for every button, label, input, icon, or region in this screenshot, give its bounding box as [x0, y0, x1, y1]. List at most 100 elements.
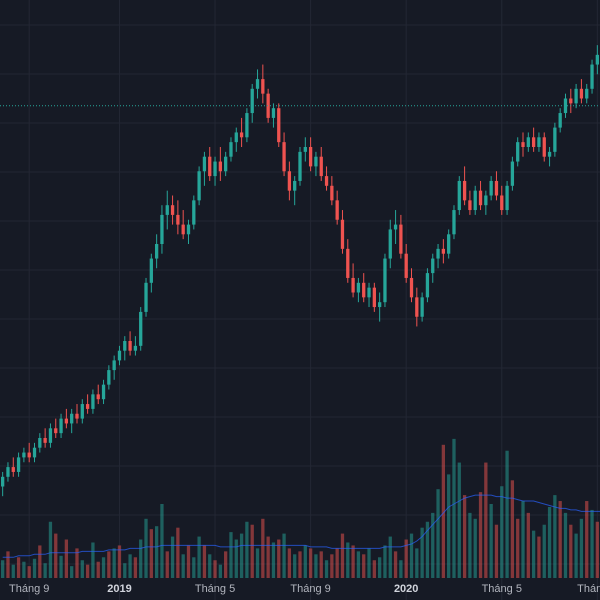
volume-bar: [457, 462, 461, 578]
candle-body: [117, 350, 122, 361]
volume-bar: [181, 554, 185, 578]
volume-bar: [351, 545, 355, 578]
candle-body: [436, 248, 440, 259]
volume-bar: [436, 489, 440, 578]
candle-body: [547, 151, 552, 157]
candle-body: [531, 137, 536, 147]
candle-body: [500, 195, 504, 211]
candle-body: [48, 428, 53, 443]
candle-body: [229, 142, 233, 157]
volume-bar: [186, 545, 191, 578]
candle-body: [558, 113, 562, 128]
candle-body: [101, 384, 106, 400]
volume-bar: [590, 509, 594, 578]
volume-bar: [441, 444, 446, 578]
candle-body: [378, 302, 382, 308]
candle-body: [16, 457, 21, 472]
candle-body: [319, 156, 323, 177]
candle-body: [202, 156, 207, 172]
volume-bar: [1, 560, 5, 578]
volume-bar: [574, 533, 578, 578]
x-tick-label: 2019: [107, 583, 131, 595]
x-axis: Tháng 9 2019 Tháng 5 Tháng 9 2020 Tháng 5 Thán…: [9, 583, 600, 595]
volume-bar: [245, 521, 249, 578]
candle-body: [165, 205, 169, 215]
candle-body: [139, 311, 143, 346]
volume-bar: [229, 532, 233, 578]
candle-body: [308, 147, 313, 167]
candle-body: [239, 132, 244, 138]
candle-body: [324, 176, 329, 186]
candle-body: [208, 156, 212, 177]
candle-body: [91, 394, 95, 409]
volume-bar: [537, 536, 541, 578]
x-tick-label: Tháng 9: [290, 583, 330, 595]
volume-bar: [208, 554, 212, 578]
volume-bar: [213, 560, 217, 578]
volume-bar: [266, 536, 270, 578]
candle-body: [393, 224, 398, 230]
volume-bar: [473, 518, 477, 578]
volume-bar: [308, 548, 313, 578]
candle-body: [590, 64, 594, 89]
x-tick-label: Tháng 5: [482, 583, 522, 595]
volume-bar: [372, 560, 376, 578]
volume-bar: [96, 561, 100, 578]
candle-body: [255, 79, 260, 89]
volume-bar: [75, 548, 79, 578]
volume-bar: [314, 554, 318, 578]
volume-bar: [542, 524, 546, 578]
candle-body: [75, 413, 79, 419]
volume-bar: [112, 548, 116, 578]
volume-bar: [362, 554, 366, 578]
candle-body: [425, 273, 430, 298]
volume-bar: [250, 524, 254, 578]
candle-body: [32, 447, 37, 458]
candle-body: [553, 127, 557, 152]
candle-body: [144, 282, 148, 312]
volume-bar: [579, 518, 584, 578]
candle-body: [399, 224, 403, 254]
volume-bar: [91, 542, 95, 578]
volume-bar: [303, 545, 307, 578]
volume-bar: [32, 558, 37, 578]
volume-bar: [192, 557, 196, 578]
volume-bar: [271, 542, 276, 578]
candle-body: [271, 108, 276, 118]
candle-body: [224, 156, 228, 172]
candle-body: [388, 229, 392, 259]
candle-body: [409, 277, 414, 298]
candle-body: [133, 345, 138, 351]
candle-body: [160, 214, 164, 244]
volume-bar: [409, 533, 414, 578]
volume-bar: [340, 533, 345, 578]
candle-body: [287, 171, 292, 191]
volume-bar: [478, 492, 483, 578]
candle-body: [6, 467, 10, 477]
volume-bar: [293, 554, 297, 578]
candle-body: [149, 258, 153, 283]
volume-bar: [133, 557, 138, 578]
volume-bar: [489, 504, 493, 578]
candle-body: [383, 258, 387, 303]
candle-body: [213, 161, 217, 177]
candle-body: [293, 180, 297, 191]
candle-body: [186, 224, 191, 235]
volume-bar: [462, 495, 467, 578]
volume-moving-average: [2, 494, 600, 558]
candle-body: [569, 98, 573, 104]
volume-bar: [431, 512, 435, 578]
volume-bar: [282, 533, 286, 578]
candle-body: [85, 404, 90, 409]
candle-body: [277, 108, 281, 143]
volume-bar: [388, 536, 392, 578]
x-tick-label: Tháng 9: [9, 583, 49, 595]
volume-bar: [415, 548, 419, 578]
volume-bar: [510, 480, 515, 578]
candle-body: [197, 171, 201, 201]
x-tick-label: Tháng 9: [577, 583, 600, 595]
candle-body: [367, 287, 371, 298]
volume-bar: [521, 501, 525, 578]
